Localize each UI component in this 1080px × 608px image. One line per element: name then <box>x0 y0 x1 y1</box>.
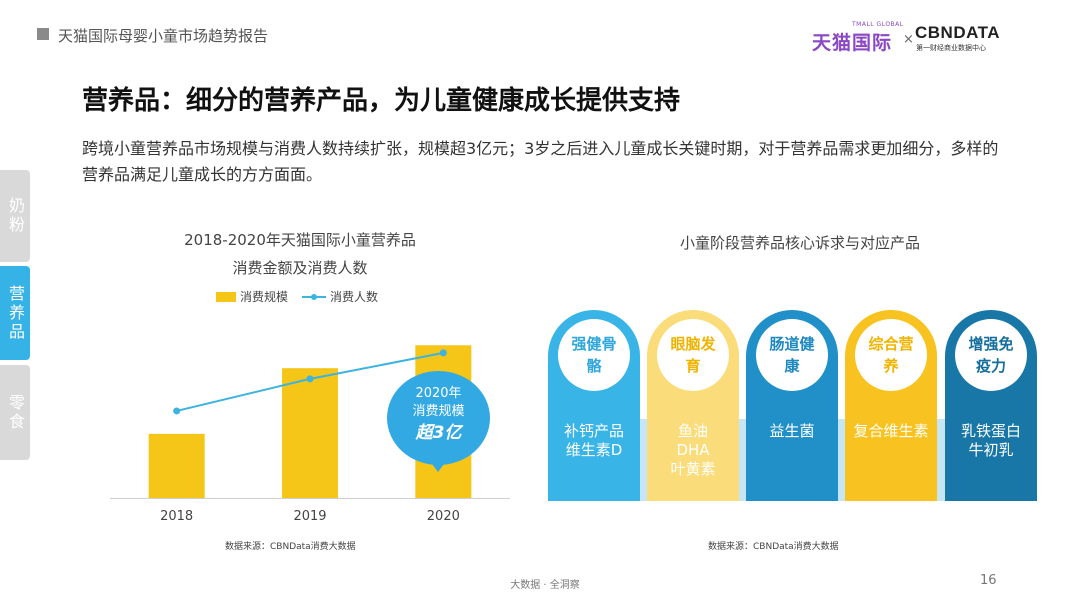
side-tab-nutrition[interactable]: 营养品 <box>0 266 30 360</box>
need-products: 鱼油 DHA 叶黄素 <box>670 422 716 478</box>
page-title: 营养品：细分的营养产品，为儿童健康成长提供支持 <box>82 86 681 116</box>
need-label: 强健骨骼 <box>558 319 630 391</box>
legend-line-label: 消费人数 <box>330 290 379 304</box>
x-tick-label: 2019 <box>293 509 326 524</box>
brand-logos: TMALL GLOBAL 天猫国际 × CBNDATA 第一财经商业数据中心 <box>812 18 1002 54</box>
side-tab-milk-powder[interactable]: 奶粉 <box>0 170 30 262</box>
tmall-logo: 天猫国际 <box>812 32 893 54</box>
annotation-line3: 超3亿 <box>415 423 462 443</box>
legend-item-line: 消费人数 <box>302 288 378 305</box>
chart-legend: 消费规模 消费人数 <box>216 288 378 305</box>
side-tab-snacks[interactable]: 零食 <box>0 365 30 460</box>
side-tab-label: 奶粉 <box>6 197 25 235</box>
bar-2018 <box>148 433 205 498</box>
legend-bar-swatch <box>216 291 236 302</box>
cbndata-logo: CBNDATA <box>915 23 1001 42</box>
need-label: 综合营养 <box>855 319 927 391</box>
need-card: 眼脑发育鱼油 DHA 叶黄素 <box>647 310 739 501</box>
needs-title: 小童阶段营养品核心诉求与对应产品 <box>679 234 920 252</box>
line-point-2018 <box>173 407 181 415</box>
brand-separator: × <box>903 32 914 47</box>
need-products: 补钙产品 维生素D <box>563 422 624 459</box>
need-card: 增强免疫力乳铁蛋白 牛初乳 <box>945 310 1037 501</box>
need-card: 综合营养 复合维生素 <box>845 310 937 501</box>
x-tick-label: 2018 <box>160 509 193 524</box>
need-label: 眼脑发育 <box>657 319 729 391</box>
intro-paragraph: 跨境小童营养品市场规模与消费人数持续扩张，规模超3亿元；3岁之后进入儿童成长关键… <box>82 139 999 184</box>
page-number: 16 <box>980 573 997 588</box>
line-point-2020 <box>439 349 447 357</box>
legend-bar-label: 消费规模 <box>240 290 289 304</box>
need-products: 乳铁蛋白 牛初乳 <box>960 422 1021 459</box>
chart-annotation-bubble: 2020年 消费规模 超3亿 <box>387 371 490 472</box>
footer-slogan: 大数据 · 全洞察 <box>510 580 580 591</box>
need-card: 肠道健康 益生菌 <box>746 310 838 501</box>
legend-line-swatch <box>302 292 327 302</box>
need-label: 增强免疫力 <box>955 319 1027 391</box>
chart-title-line1: 2018-2020年天猫国际小童营养品 <box>184 231 416 249</box>
annotation-line2: 消费规模 <box>412 404 465 419</box>
needs-source: 数据来源：CBNData消费大数据 <box>708 542 839 552</box>
report-title: 天猫国际母婴小童市场趋势报告 <box>58 27 269 45</box>
x-tick-label: 2020 <box>427 509 460 524</box>
side-tab-label: 零食 <box>6 393 25 432</box>
chart-title: 2018-2020年天猫国际小童营养品 消费金额及消费人数 <box>150 226 450 282</box>
side-tab-label: 营养品 <box>6 284 25 342</box>
bar-2019 <box>282 368 338 498</box>
annotation-line1: 2020年 <box>415 386 462 401</box>
tmall-global-sub-logo: TMALL GLOBAL <box>852 21 904 28</box>
bar-line-chart: 2018 2019 2020 <box>110 345 510 524</box>
need-label: 肠道健康 <box>756 319 828 391</box>
chart-title-line2: 消费金额及消费人数 <box>232 259 368 277</box>
cbndata-logo-sub: 第一财经商业数据中心 <box>916 44 986 52</box>
legend-item-bar: 消费规模 <box>216 288 288 305</box>
need-card: 强健骨骼补钙产品 维生素D <box>548 310 640 501</box>
need-products: 复合维生素 <box>853 422 929 440</box>
header-marker <box>37 28 49 40</box>
chart-source: 数据来源：CBNData消费大数据 <box>225 542 356 552</box>
line-point-2019 <box>306 375 314 383</box>
need-products: 益生菌 <box>769 422 815 440</box>
